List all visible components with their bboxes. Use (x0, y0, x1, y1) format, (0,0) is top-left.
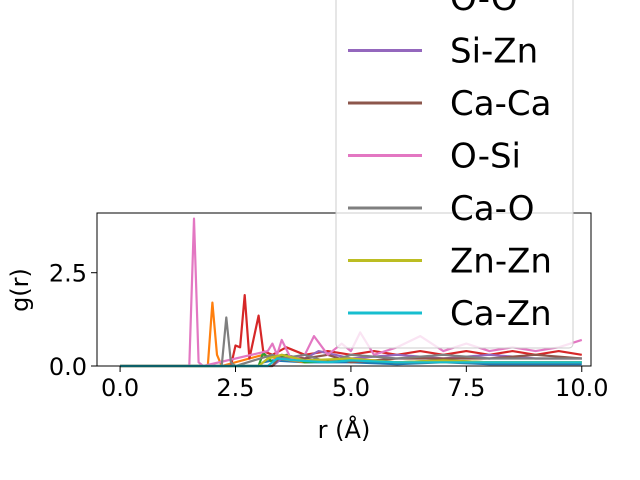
x-axis-ticks: 0.0 2.5 5.0 7.5 10.0 (101, 366, 608, 402)
x-tick-label: 2.5 (216, 374, 254, 402)
legend-label: Ca-Ca (450, 84, 551, 124)
x-tick-label: 10.0 (555, 374, 608, 402)
x-axis-label: r (Å) (318, 415, 371, 444)
x-tick-label: 7.5 (447, 374, 485, 402)
x-tick-label: 5.0 (332, 374, 370, 402)
legend-entry-ca-ca: Ca-Ca (348, 84, 551, 124)
y-axis-label: g(r) (6, 268, 34, 312)
legend-label: Zn-Zn (450, 242, 552, 282)
series-line-ca-o (120, 316, 582, 368)
legend-items: O-O Si-Zn Ca-Ca O-Si Ca-O Zn-Zn Ca-Zn (348, 0, 552, 334)
legend-entry-o-si: O-Si (348, 137, 521, 177)
legend-label: O-O (450, 0, 518, 19)
y-tick-label: 0.0 (49, 353, 87, 381)
series-line-o-o (120, 294, 582, 368)
legend-entry-ca-o: Ca-O (348, 189, 535, 229)
legend-entry-ca-zn: Ca-Zn (348, 294, 552, 334)
legend: O-O Si-Zn Ca-Ca O-Si Ca-O Zn-Zn Ca-Zn (335, 0, 574, 349)
plot-area (96, 212, 592, 368)
x-tick-label: 0.0 (101, 374, 139, 402)
legend-label: Ca-O (450, 189, 535, 229)
series-layer (120, 217, 583, 368)
y-tick-label: 2.5 (49, 260, 87, 288)
y-axis-ticks: 0.0 2.5 (49, 260, 97, 381)
series-line-ca-zn (120, 357, 582, 368)
legend-entry-zn-zn: Zn-Zn (348, 242, 552, 282)
legend-label: Ca-Zn (450, 294, 552, 334)
legend-label: O-Si (450, 137, 521, 177)
legend-entry-si-zn: Si-Zn (348, 32, 538, 72)
legend-label: Si-Zn (450, 32, 538, 72)
legend-entry-o-o: O-O (450, 0, 518, 19)
series-line-o-si (120, 217, 583, 368)
